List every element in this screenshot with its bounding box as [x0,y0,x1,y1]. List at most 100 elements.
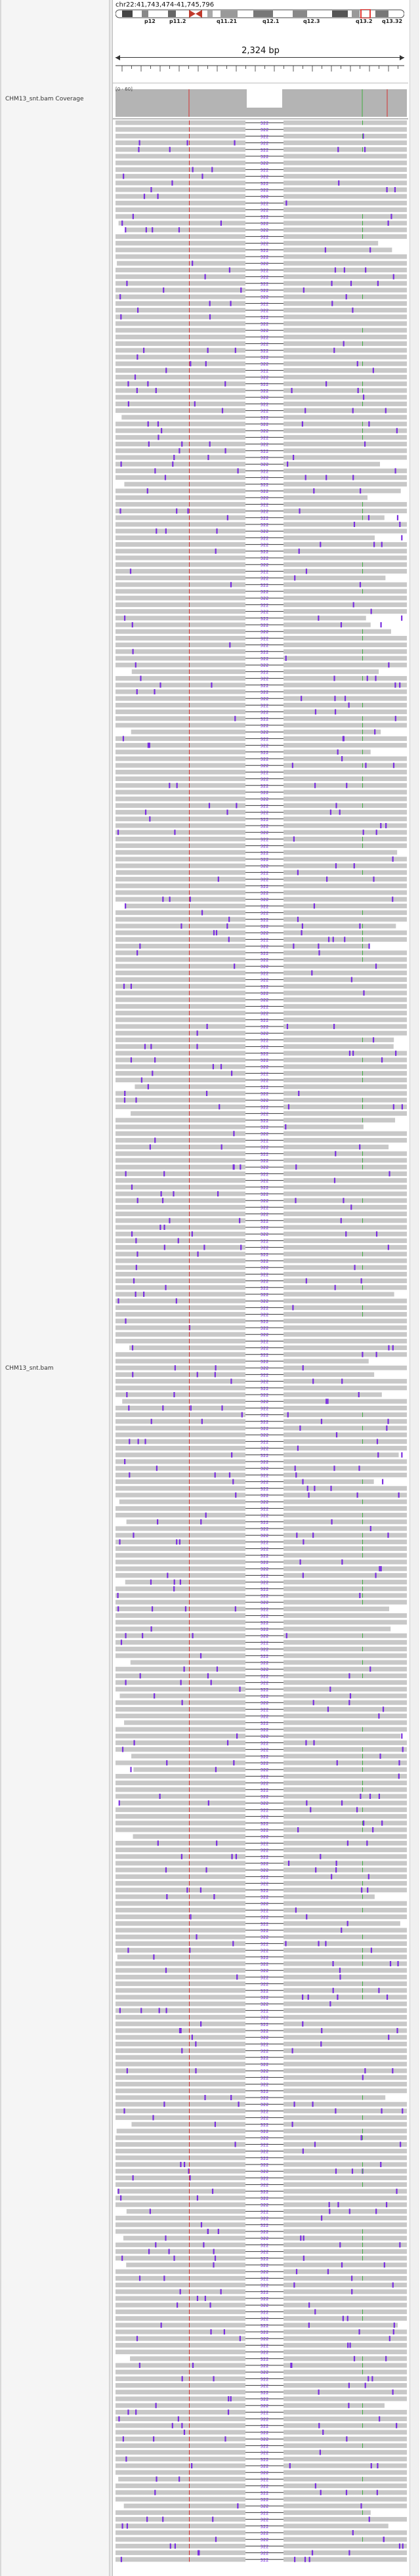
read-right[interactable] [284,2082,407,2087]
insertion-marker[interactable] [119,1539,121,1545]
read-left[interactable] [116,354,245,360]
read-row[interactable]: 322 [116,863,407,869]
read-left[interactable] [116,1385,245,1391]
insertion-marker[interactable] [176,1539,178,1545]
insertion-marker[interactable] [239,1217,241,1223]
read-right[interactable] [284,903,407,908]
insertion-marker[interactable] [165,1284,167,1290]
read-right[interactable] [284,194,407,199]
read-left[interactable] [116,743,245,748]
read-right[interactable] [284,1827,407,1832]
read-left[interactable] [116,1252,245,1257]
insertion-marker[interactable] [399,682,401,688]
insertion-marker[interactable] [378,1987,380,1993]
read-left[interactable] [116,501,245,507]
read-row[interactable]: 322 [116,742,407,749]
read-row[interactable]: 322 [116,421,407,427]
read-row[interactable]: 322 [116,1848,407,1853]
insertion-marker[interactable] [220,221,222,226]
read-left[interactable] [116,1212,245,1217]
insertion-marker[interactable] [192,1633,194,1639]
read-right[interactable] [284,1345,407,1351]
read-right[interactable] [284,769,407,774]
read-left[interactable] [116,2557,245,2562]
read-row[interactable]: 322 [116,769,407,776]
read-left[interactable] [116,1700,245,1705]
insertion-marker[interactable] [314,709,317,715]
insertion-marker[interactable] [231,1853,233,1859]
insertion-marker[interactable] [213,2249,215,2254]
insertion-marker[interactable] [375,675,377,681]
insertion-marker[interactable] [176,782,178,788]
read-right[interactable] [284,1546,407,1552]
read-right[interactable] [284,1767,407,1772]
read-left[interactable] [116,1024,245,1029]
insertion-marker[interactable] [227,2409,230,2415]
insertion-marker[interactable] [223,2329,225,2334]
read-right[interactable] [284,883,407,889]
insertion-marker[interactable] [178,448,180,454]
read-left[interactable] [116,294,245,299]
insertion-marker[interactable] [393,2322,395,2328]
insertion-marker[interactable] [167,1573,169,1578]
read-row[interactable]: 322 [116,321,407,327]
read-row[interactable]: 322 [124,903,407,909]
read-right[interactable] [284,2443,407,2448]
read-right[interactable] [284,2128,407,2134]
insertion-marker[interactable] [303,2235,304,2241]
read-right[interactable] [284,1673,407,1678]
read-row[interactable]: 322 [116,2363,407,2369]
read-row[interactable]: 322 [116,916,407,923]
insertion-marker[interactable] [154,689,156,694]
read-left[interactable] [116,434,245,440]
read-left[interactable] [116,1265,245,1270]
read-row[interactable]: 322 [116,495,368,501]
read-row[interactable]: 322 [116,1546,407,1552]
read-right[interactable] [284,1171,407,1176]
read-left[interactable] [116,1934,245,1939]
read-left[interactable] [116,2041,245,2046]
insertion-marker[interactable] [215,1767,217,1773]
insertion-marker[interactable] [368,2376,369,2382]
read-row[interactable]: 322 [116,2269,407,2275]
read-right[interactable] [284,1037,394,1042]
insertion-marker[interactable] [230,301,232,306]
insertion-marker[interactable] [145,227,147,233]
read-row[interactable]: 322 [116,850,398,856]
insertion-marker[interactable] [154,468,156,474]
read-left[interactable] [116,1379,245,1384]
read-row[interactable]: 322 [116,1144,389,1151]
read-right[interactable] [284,2430,407,2435]
insertion-marker[interactable] [302,2021,304,2027]
insertion-marker[interactable] [146,488,148,494]
read-row[interactable]: 322 [116,274,407,280]
insertion-marker[interactable] [216,1840,218,1846]
insertion-marker[interactable] [217,2229,219,2234]
read-left[interactable] [116,2216,245,2221]
read-right[interactable] [284,1539,407,1544]
read-right[interactable] [284,1894,375,1899]
insertion-marker[interactable] [134,374,136,380]
read-right[interactable] [284,816,407,822]
insertion-marker[interactable] [125,903,127,909]
insertion-marker[interactable] [160,1191,162,1196]
insertion-marker[interactable] [319,2449,322,2455]
insertion-marker[interactable] [165,2008,167,2014]
insertion-marker[interactable] [350,280,352,286]
insertion-marker[interactable] [348,1050,351,1056]
insertion-marker[interactable] [136,354,138,360]
insertion-marker[interactable] [155,388,157,393]
read-left[interactable] [116,923,245,929]
read-right[interactable] [284,2557,407,2562]
insertion-marker[interactable] [121,2255,123,2261]
insertion-marker[interactable] [376,2489,378,2495]
insertion-marker[interactable] [352,307,354,313]
read-right[interactable] [284,877,407,882]
read-right[interactable] [284,2470,407,2475]
read-left[interactable] [116,140,245,146]
insertion-marker[interactable] [123,2108,125,2114]
insertion-marker[interactable] [320,2489,322,2495]
read-right[interactable] [284,2035,407,2040]
read-row[interactable]: 322 [116,1131,407,1137]
insertion-marker[interactable] [368,2516,370,2522]
